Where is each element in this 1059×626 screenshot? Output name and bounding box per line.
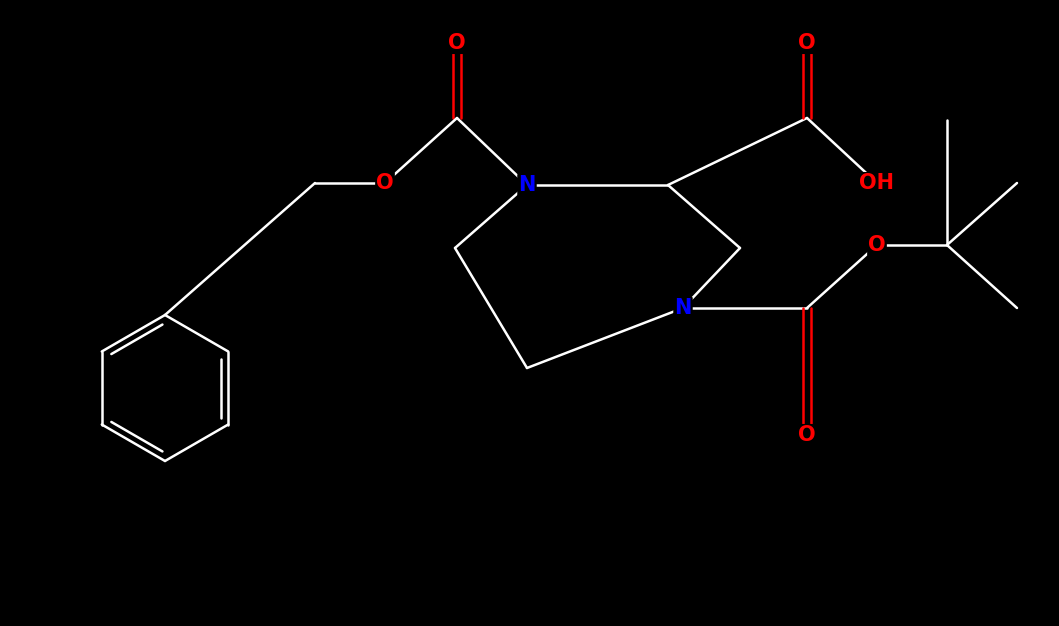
Text: O: O bbox=[376, 173, 394, 193]
Text: O: O bbox=[798, 425, 815, 445]
Text: OH: OH bbox=[860, 173, 895, 193]
Text: N: N bbox=[675, 298, 692, 318]
Text: O: O bbox=[798, 33, 815, 53]
Text: O: O bbox=[448, 33, 466, 53]
Text: N: N bbox=[518, 175, 536, 195]
Text: O: O bbox=[868, 235, 885, 255]
